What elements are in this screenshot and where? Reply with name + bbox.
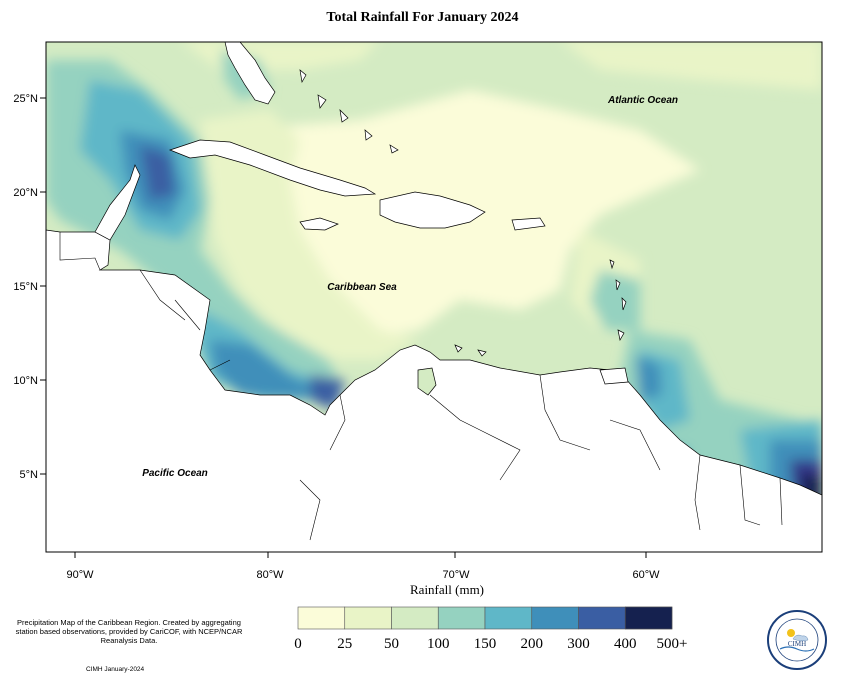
legend-label: 500+ (656, 636, 688, 652)
pacific-ocean-label: Pacific Ocean (142, 468, 208, 479)
map-frame (45, 41, 823, 553)
rainfall-field: Atlantic Ocean Caribbean Sea Pacific Oce… (46, 42, 822, 552)
legend-swatch (297, 606, 346, 630)
x-tick-label: 80°W (256, 569, 284, 581)
legend-color-bar (297, 606, 673, 630)
legend-swatch (624, 606, 673, 630)
legend-label: 300 (567, 636, 590, 652)
logo-text: CIMH (788, 640, 806, 648)
legend-swatch (578, 606, 626, 630)
lake-maracaibo (417, 367, 437, 396)
cloud-icon (792, 634, 809, 642)
legend-swatch (484, 606, 533, 630)
legend-label: 25 (337, 636, 353, 652)
y-tick-label: 10°N (13, 375, 38, 387)
legend-title: Rainfall (mm) (410, 582, 485, 597)
legend-label: 200 (520, 636, 544, 652)
atlantic-ocean-label: Atlantic Ocean (607, 95, 678, 106)
legend-label: 150 (473, 636, 497, 652)
country-borders (59, 232, 783, 541)
x-tick-label: 60°W (632, 569, 660, 581)
legend-swatch (437, 606, 486, 630)
x-tick-label: 90°W (66, 569, 94, 581)
legend-swatch (531, 606, 579, 630)
cimh-logo: CIMH (767, 610, 827, 670)
caribbean-sea-label: Caribbean Sea (327, 282, 397, 293)
y-tick-label: 15°N (13, 281, 38, 293)
x-tick-label: 70°W (442, 569, 470, 581)
y-tick-label: 20°N (13, 187, 38, 199)
y-tick-label: 5°N (20, 469, 39, 481)
map-title: Total Rainfall For January 2024 (326, 10, 519, 25)
legend-swatch (344, 606, 392, 630)
land-masses (46, 42, 822, 552)
y-axis: 25°N 20°N 15°N 10°N 5°N (13, 93, 46, 481)
x-axis: 90°W 80°W 70°W 60°W (66, 552, 660, 581)
map-credit: CIMH January-2024 (86, 666, 145, 673)
y-tick-label: 25°N (13, 93, 38, 105)
wave-icon (779, 646, 815, 652)
legend-swatch (391, 606, 439, 630)
legend-label: 0 (294, 636, 302, 652)
sun-icon (787, 629, 795, 637)
legend-label: 50 (384, 636, 399, 652)
legend-label: 100 (427, 636, 450, 652)
legend-label: 400 (614, 636, 637, 652)
map-description: Precipitation Map of the Caribbean Regio… (15, 618, 243, 645)
